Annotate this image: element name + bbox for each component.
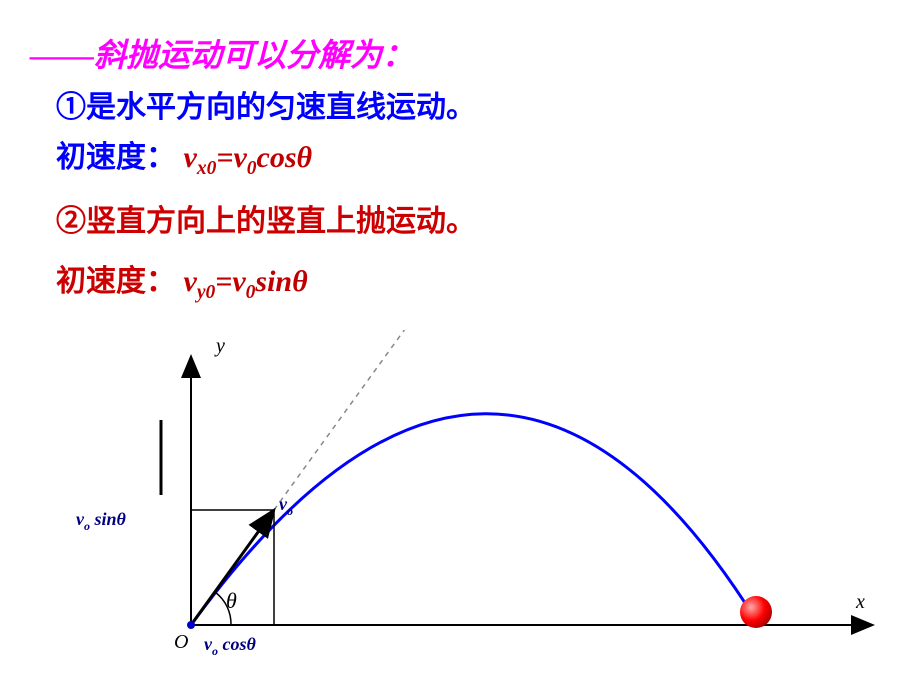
origin-label: O xyxy=(174,631,188,653)
title-text: 斜抛运动可以分解为： xyxy=(94,37,414,73)
point1-velocity: 初速度： vx0=v0cosθ xyxy=(56,132,312,180)
projectile-diagram: y x O θ vo vo cosθ vo sinθ xyxy=(56,330,876,670)
origin-dot xyxy=(187,621,195,629)
point1-formula: vx0=v0cosθ xyxy=(184,141,313,174)
x-axis-label: x xyxy=(855,591,865,613)
point2-velocity-label: 初速度： xyxy=(56,265,176,298)
point2-text: ②竖直方向上的竖直上抛运动。 xyxy=(56,196,476,240)
ball xyxy=(740,596,772,628)
point1-text: ①是水平方向的匀速直线运动。 xyxy=(56,82,476,126)
point2-formula: vy0=v0sinθ xyxy=(184,265,308,298)
vx-component-label: vo cosθ xyxy=(204,634,256,658)
y-axis-label: y xyxy=(214,335,225,357)
title-dash: —— xyxy=(30,37,94,73)
point1-velocity-label: 初速度： xyxy=(56,141,176,174)
trajectory xyxy=(191,414,756,625)
theta-label: θ xyxy=(226,588,237,613)
title: ——斜抛运动可以分解为： xyxy=(30,30,414,76)
point2-velocity: 初速度： vy0=v0sinθ xyxy=(56,256,308,304)
vy-component-label: vo sinθ xyxy=(76,509,127,533)
velocity-extension xyxy=(274,330,426,510)
